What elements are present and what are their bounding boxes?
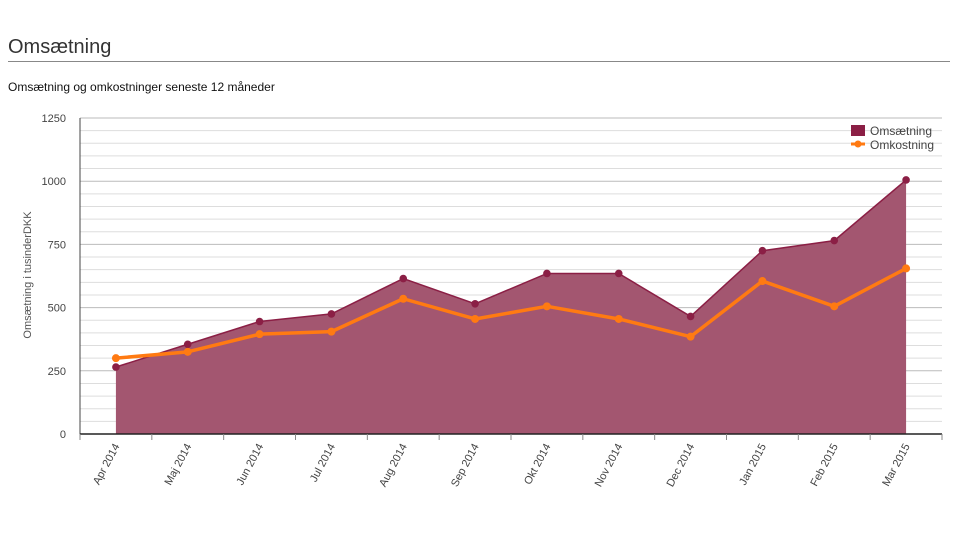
x-tick-label: Mar 2015	[880, 442, 912, 489]
y-tick-label: 0	[60, 429, 66, 441]
y-axis-label: Omsætning i tusinderDKK	[22, 211, 34, 339]
point-omsaetning	[758, 246, 767, 255]
point-omsaetning	[327, 310, 336, 318]
point-omsaetning	[902, 176, 910, 184]
point-omkostning	[830, 302, 839, 311]
series-line-omkostning	[115, 266, 907, 360]
point-omkostning	[686, 332, 695, 341]
point-omkostning	[111, 354, 120, 363]
point-omsaetning	[112, 363, 120, 371]
point-omkostning	[399, 294, 408, 303]
legend-swatch-omsaetning	[851, 125, 865, 136]
point-omkostning	[542, 302, 551, 311]
x-tick-label: Okt 2014	[522, 442, 554, 487]
y-tick-label: 1250	[42, 113, 66, 125]
point-omkostning	[327, 327, 336, 336]
point-omkostning	[255, 330, 264, 339]
y-tick-label: 750	[48, 239, 66, 251]
x-tick-label: Nov 2014	[593, 442, 626, 489]
point-omkostning	[614, 314, 623, 323]
point-omkostning	[471, 314, 480, 323]
title-divider	[8, 61, 950, 62]
series-line-omsaetning	[115, 179, 907, 368]
area-fill-omsaetning	[115, 179, 907, 434]
x-tick-label: Jan 2015	[737, 442, 769, 488]
point-omkostning	[183, 347, 192, 356]
point-omsaetning	[399, 274, 408, 283]
point-omsaetning	[543, 269, 551, 278]
legend-label-omsaetning: Omsætning	[870, 124, 932, 138]
point-omsaetning	[255, 317, 264, 326]
series-points	[111, 176, 911, 371]
point-omsaetning	[686, 312, 695, 321]
legend-label-omkostning: Omkostning	[870, 138, 934, 152]
area-layer	[115, 179, 907, 434]
x-tick-label: Feb 2015	[808, 442, 840, 489]
y-tick-labels: 0 250 500 750 1000 1250	[42, 113, 66, 441]
point-omsaetning	[183, 340, 192, 349]
point-omsaetning	[471, 300, 479, 308]
point-omkostning	[758, 277, 767, 286]
legend-marker-omkostning	[854, 140, 862, 148]
y-tick-label: 250	[48, 366, 66, 378]
point-omkostning	[902, 264, 911, 273]
x-tick-label: Maj 2014	[163, 442, 195, 488]
x-tick-label: Jun 2014	[234, 442, 266, 488]
legend: Omsætning Omkostning	[851, 124, 934, 152]
x-tick-label: Sep 2014	[449, 442, 482, 489]
x-tick-label: Jul 2014	[308, 442, 338, 484]
page-title: Omsætning	[8, 36, 112, 58]
y-tick-label: 1000	[42, 176, 66, 188]
x-tick-label: Dec 2014	[665, 442, 698, 489]
series-lines	[115, 179, 907, 368]
x-tick-label: Apr 2014	[91, 442, 123, 487]
point-omsaetning	[830, 236, 839, 245]
point-omsaetning	[614, 269, 623, 278]
y-tick-label: 500	[48, 303, 66, 315]
x-tick-label: Aug 2014	[377, 442, 410, 489]
axes	[79, 118, 943, 440]
x-tick-labels: Apr 2014 Maj 2014 Jun 2014 Jul 2014 Aug 2014…	[91, 442, 913, 489]
chart-subtitle: Omsætning og omkostninger seneste 12 mån…	[8, 80, 275, 94]
